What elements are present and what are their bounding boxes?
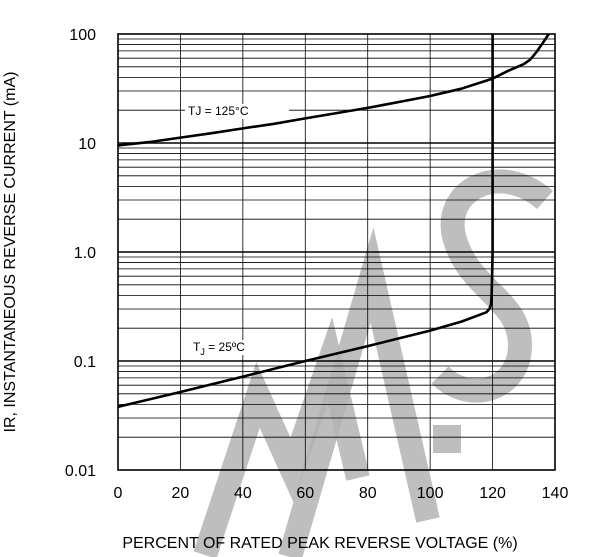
y-tick-label: 10: [78, 136, 96, 153]
series-layer: [117, 33, 550, 409]
plot-frame: [117, 33, 556, 471]
grid-lines: [118, 34, 555, 470]
x-tick-label: 20: [172, 485, 190, 502]
watermark-stroke-n: [278, 227, 440, 557]
series-label-tail: = 25ºC: [205, 340, 245, 354]
x-tick-label: 140: [542, 485, 569, 502]
series-label-backing: [190, 340, 272, 355]
watermark-stroke-s: [431, 169, 553, 403]
x-tick-label: 80: [359, 485, 377, 502]
series-line-2: [117, 34, 494, 409]
watermark-dot: [433, 425, 461, 453]
y-tick-labels: 0.01 0.1 1.0 10 100: [65, 27, 96, 480]
series-label-main: TJ = 125°C: [188, 104, 249, 118]
series-label-sub: J: [200, 347, 205, 357]
series-label-1: TJ = 125°C: [188, 104, 249, 118]
series-line-1: [117, 33, 550, 147]
x-tick-label: 60: [296, 485, 314, 502]
x-tick-label: 120: [479, 485, 506, 502]
series-label-backing: [185, 104, 289, 119]
x-tick-label: 40: [234, 485, 252, 502]
y-tick-label: 0.01: [65, 463, 96, 480]
y-tick-label: 100: [69, 27, 96, 44]
y-tick-label: 0.1: [74, 354, 96, 371]
series-label-2: TJ = 25ºC: [193, 340, 245, 357]
y-axis-label: IR, INSTANTANEOUS REVERSE CURRENT (mA): [2, 72, 19, 433]
x-tick-labels: 0 20 40 60 80 100 120 140: [114, 485, 569, 502]
series-annotations: TJ = 125°C TJ = 25ºC: [185, 104, 289, 357]
series-label-main: T: [193, 340, 201, 354]
y-tick-label: 1.0: [74, 245, 96, 262]
plot-frame-rect: [117, 33, 556, 471]
x-axis-label: PERCENT OF RATED PEAK REVERSE VOLTAGE (%…: [122, 535, 517, 552]
x-tick-label: 0: [114, 485, 123, 502]
x-tick-label: 100: [417, 485, 444, 502]
